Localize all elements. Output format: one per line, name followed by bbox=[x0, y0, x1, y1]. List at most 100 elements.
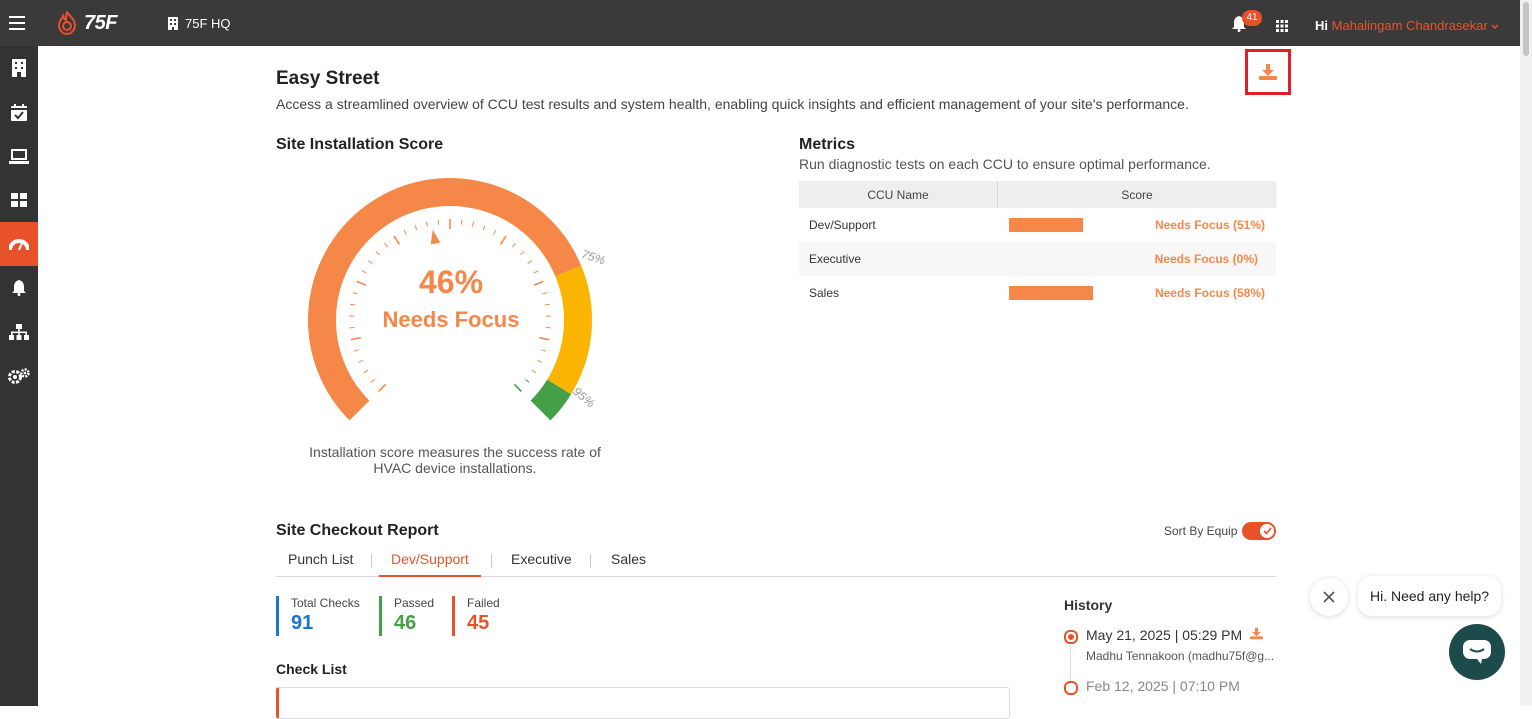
download-icon bbox=[1259, 64, 1277, 80]
metrics-heading: Metrics bbox=[799, 136, 855, 154]
page-subtitle: Access a streamlined overview of CCU tes… bbox=[276, 96, 1189, 112]
table-row[interactable]: Executive Needs Focus (0%) bbox=[799, 242, 1276, 276]
installation-gauge: 75%95% bbox=[290, 170, 630, 440]
sidebar bbox=[0, 46, 38, 706]
toggle-knob bbox=[1260, 524, 1274, 538]
gauge-tick bbox=[525, 379, 529, 382]
scrollbar-thumb[interactable] bbox=[1523, 2, 1529, 56]
ccu-name: Executive bbox=[809, 252, 861, 266]
sidebar-item-hierarchy[interactable] bbox=[0, 310, 38, 354]
greeting-text: Hi bbox=[1315, 18, 1328, 33]
stat-value: 46 bbox=[394, 612, 434, 635]
building-icon bbox=[12, 59, 26, 77]
notifications-badge: 41 bbox=[1242, 10, 1262, 26]
tab-sales[interactable]: Sales bbox=[611, 551, 646, 575]
gauge-tick bbox=[539, 338, 549, 340]
metrics-subtitle: Run diagnostic tests on each CCU to ensu… bbox=[799, 156, 1211, 172]
download-icon[interactable] bbox=[1250, 627, 1263, 640]
menu-icon[interactable] bbox=[9, 16, 25, 30]
history-date: Feb 12, 2025 | 07:10 PM bbox=[1086, 678, 1240, 694]
gauge-tick bbox=[472, 222, 473, 227]
sidebar-item-schedule[interactable] bbox=[0, 90, 38, 134]
history-heading: History bbox=[1064, 597, 1112, 613]
sidebar-item-settings[interactable] bbox=[0, 354, 38, 398]
gauge-threshold-75-label: 75% bbox=[580, 247, 607, 268]
apps-grid-icon[interactable] bbox=[1276, 19, 1288, 37]
table-row[interactable]: Dev/Support Needs Focus (51%) bbox=[799, 208, 1276, 242]
installation-score-status: Needs Focus bbox=[351, 307, 551, 333]
gauge-tick bbox=[545, 304, 550, 305]
gauge-tick bbox=[354, 350, 359, 352]
gauge-tick bbox=[520, 251, 524, 254]
gauge-segment-good bbox=[559, 271, 578, 387]
close-icon bbox=[1323, 591, 1335, 603]
page-scrollbar[interactable] bbox=[1520, 0, 1532, 706]
history-date: May 21, 2025 | 05:29 PM bbox=[1086, 627, 1242, 643]
checkout-tabs: Punch List Dev/Support Executive Sales bbox=[276, 551, 1276, 577]
site-selector[interactable]: 75F HQ bbox=[168, 16, 231, 31]
chevron-down-icon bbox=[1491, 24, 1499, 30]
sidebar-item-score[interactable] bbox=[0, 222, 38, 266]
gauge-tick bbox=[426, 222, 427, 227]
gauge-tick bbox=[501, 236, 507, 244]
stat-failed: Failed 45 bbox=[452, 596, 500, 636]
download-report-button[interactable] bbox=[1245, 49, 1291, 95]
gauge-tick bbox=[358, 360, 363, 362]
ccu-name: Dev/Support bbox=[809, 218, 876, 232]
tab-executive[interactable]: Executive bbox=[511, 551, 572, 575]
site-name: 75F HQ bbox=[185, 16, 231, 31]
gauge-tick bbox=[364, 370, 368, 373]
sidebar-item-dashboard[interactable] bbox=[0, 178, 38, 222]
settings-gears-icon bbox=[8, 368, 30, 384]
score-status: Needs Focus (58%) bbox=[1155, 286, 1265, 300]
sidebar-item-alerts[interactable] bbox=[0, 266, 38, 310]
logo-text: 75F bbox=[84, 12, 117, 35]
installation-score-heading: Site Installation Score bbox=[276, 136, 443, 154]
gauge-tick bbox=[438, 220, 439, 225]
sidebar-item-devices[interactable] bbox=[0, 134, 38, 178]
tab-divider bbox=[491, 554, 492, 568]
score-bar bbox=[1009, 218, 1083, 232]
stat-value: 45 bbox=[467, 612, 500, 635]
check-list-heading: Check List bbox=[276, 661, 347, 677]
logo[interactable]: 75F bbox=[56, 10, 117, 36]
hierarchy-icon bbox=[9, 324, 29, 340]
gauge-tick bbox=[384, 243, 387, 247]
sidebar-item-building[interactable] bbox=[0, 46, 38, 90]
tab-dev-support[interactable]: Dev/Support bbox=[379, 551, 481, 577]
chat-launcher-button[interactable] bbox=[1449, 624, 1505, 680]
user-name: Mahalingam Chandrasekar bbox=[1332, 18, 1488, 33]
gauge-segment-excellent bbox=[541, 387, 560, 411]
check-list-item[interactable] bbox=[276, 687, 1010, 719]
metrics-table: CCU Name Score Dev/Support Needs Focus (… bbox=[799, 181, 1276, 310]
page-title: Easy Street bbox=[276, 68, 380, 90]
column-header-ccu-name: CCU Name bbox=[799, 181, 998, 208]
installation-score-description: Installation score measures the success … bbox=[300, 444, 610, 476]
tab-punch-list[interactable]: Punch List bbox=[288, 551, 353, 575]
score-bar bbox=[1009, 286, 1093, 300]
stat-label: Failed bbox=[467, 596, 500, 610]
ccu-name: Sales bbox=[809, 286, 839, 300]
stat-label: Total Checks bbox=[291, 596, 360, 610]
user-menu[interactable]: Hi Mahalingam Chandrasekar bbox=[1315, 18, 1499, 33]
stat-total-checks: Total Checks 91 bbox=[276, 596, 360, 636]
gauge-tick bbox=[483, 225, 485, 230]
chat-prompt-bubble[interactable]: Hi. Need any help? bbox=[1358, 576, 1501, 616]
table-row[interactable]: Sales Needs Focus (58%) bbox=[799, 276, 1276, 310]
score-status: Needs Focus (51%) bbox=[1155, 218, 1265, 232]
gauge-tick bbox=[415, 225, 417, 230]
sort-by-equip-toggle[interactable] bbox=[1242, 522, 1276, 540]
gauge-tick bbox=[379, 384, 386, 391]
gauge-tick bbox=[514, 384, 521, 391]
gauge-tick bbox=[461, 220, 462, 225]
history-dot bbox=[1064, 681, 1078, 695]
column-header-score: Score bbox=[998, 181, 1276, 208]
sort-by-equip-label: Sort By Equip bbox=[1164, 524, 1237, 538]
tab-divider bbox=[371, 554, 372, 568]
gauge-tick bbox=[404, 230, 406, 234]
chat-close-button[interactable] bbox=[1310, 578, 1348, 616]
bell-icon bbox=[12, 280, 26, 296]
gauge-tick bbox=[394, 236, 400, 244]
gauge-tick bbox=[532, 370, 536, 373]
gauge-tick bbox=[350, 304, 355, 305]
